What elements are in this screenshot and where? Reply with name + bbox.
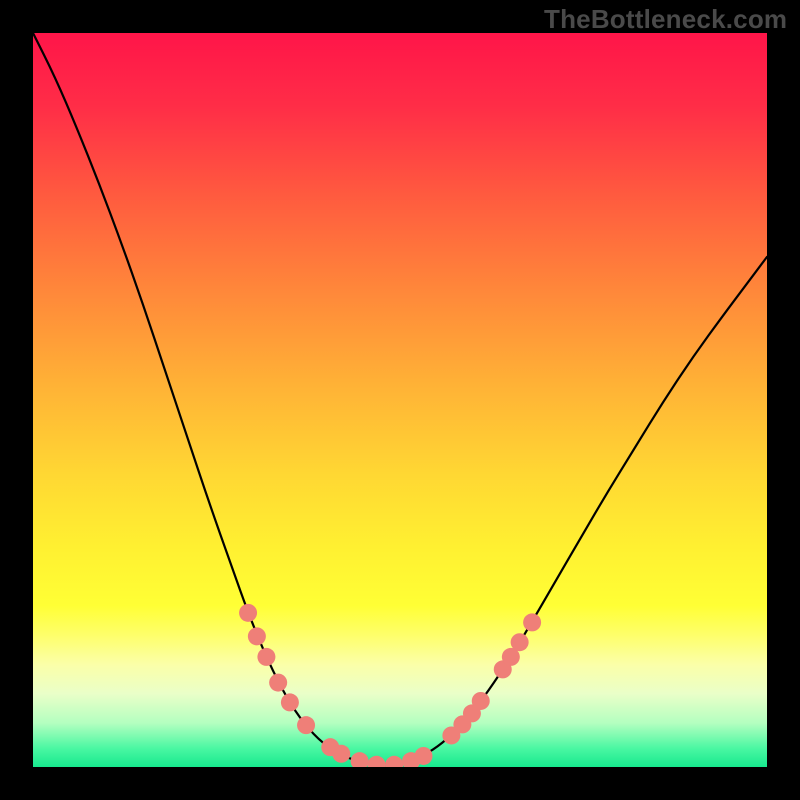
curve-marker	[414, 747, 432, 765]
curve-marker	[257, 648, 275, 666]
watermark-text: TheBottleneck.com	[544, 4, 787, 35]
curve-marker	[239, 604, 257, 622]
bottleneck-curve	[33, 33, 767, 765]
curve-marker	[281, 693, 299, 711]
curve-marker	[269, 674, 287, 692]
curve-marker	[297, 716, 315, 734]
curve-marker	[523, 613, 541, 631]
plot-svg	[0, 0, 800, 800]
plot-frame-edge	[0, 0, 33, 800]
curve-marker	[511, 633, 529, 651]
curve-marker	[248, 627, 266, 645]
plot-frame-edge	[767, 0, 800, 800]
curve-markers	[239, 604, 541, 774]
curve-marker	[472, 692, 490, 710]
plot-frame-edge	[0, 767, 800, 800]
curve-marker	[332, 745, 350, 763]
